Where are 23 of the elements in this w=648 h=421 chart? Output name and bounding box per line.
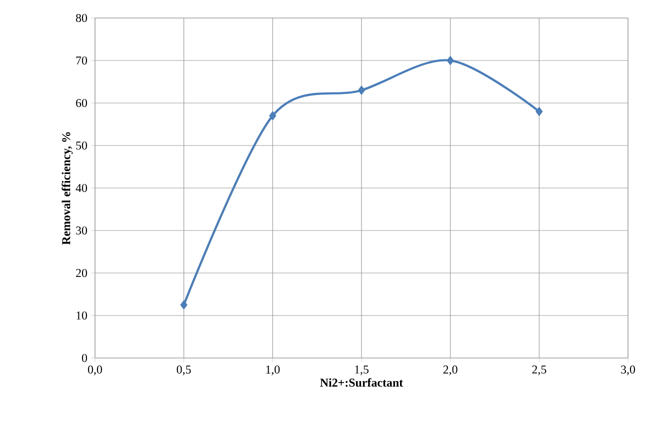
x-tick-label: 1,0 xyxy=(266,366,280,376)
y-tick-label: 60 xyxy=(76,98,88,108)
point xyxy=(269,111,276,120)
x-tick-label: 3,0 xyxy=(621,366,636,376)
y-tick-label: 20 xyxy=(76,268,88,278)
x-axis-title: Ni2+:Surfactant xyxy=(320,378,404,387)
point xyxy=(180,300,188,310)
y-tick-label: 0 xyxy=(82,354,88,362)
y-tick-label: 10 xyxy=(76,311,88,320)
point xyxy=(358,86,366,95)
y-axis-title: Removal efficiency, % xyxy=(62,132,73,245)
point xyxy=(536,106,543,116)
x-tick-label: 0,0 xyxy=(88,366,102,376)
y-tick-label: 30 xyxy=(76,226,88,235)
point xyxy=(446,56,454,66)
y-tick-label: 40 xyxy=(76,184,88,192)
y-tick-label: 80 xyxy=(76,14,88,22)
y-tick-label: 70 xyxy=(76,56,88,65)
x-tick-label: 0,5 xyxy=(176,366,191,376)
y-tick-label: 50 xyxy=(76,141,88,150)
x-tick-label: 1,5 xyxy=(355,366,369,376)
x-tick-label: 2,0 xyxy=(443,366,458,376)
x-tick-label: 2,5 xyxy=(532,366,546,376)
